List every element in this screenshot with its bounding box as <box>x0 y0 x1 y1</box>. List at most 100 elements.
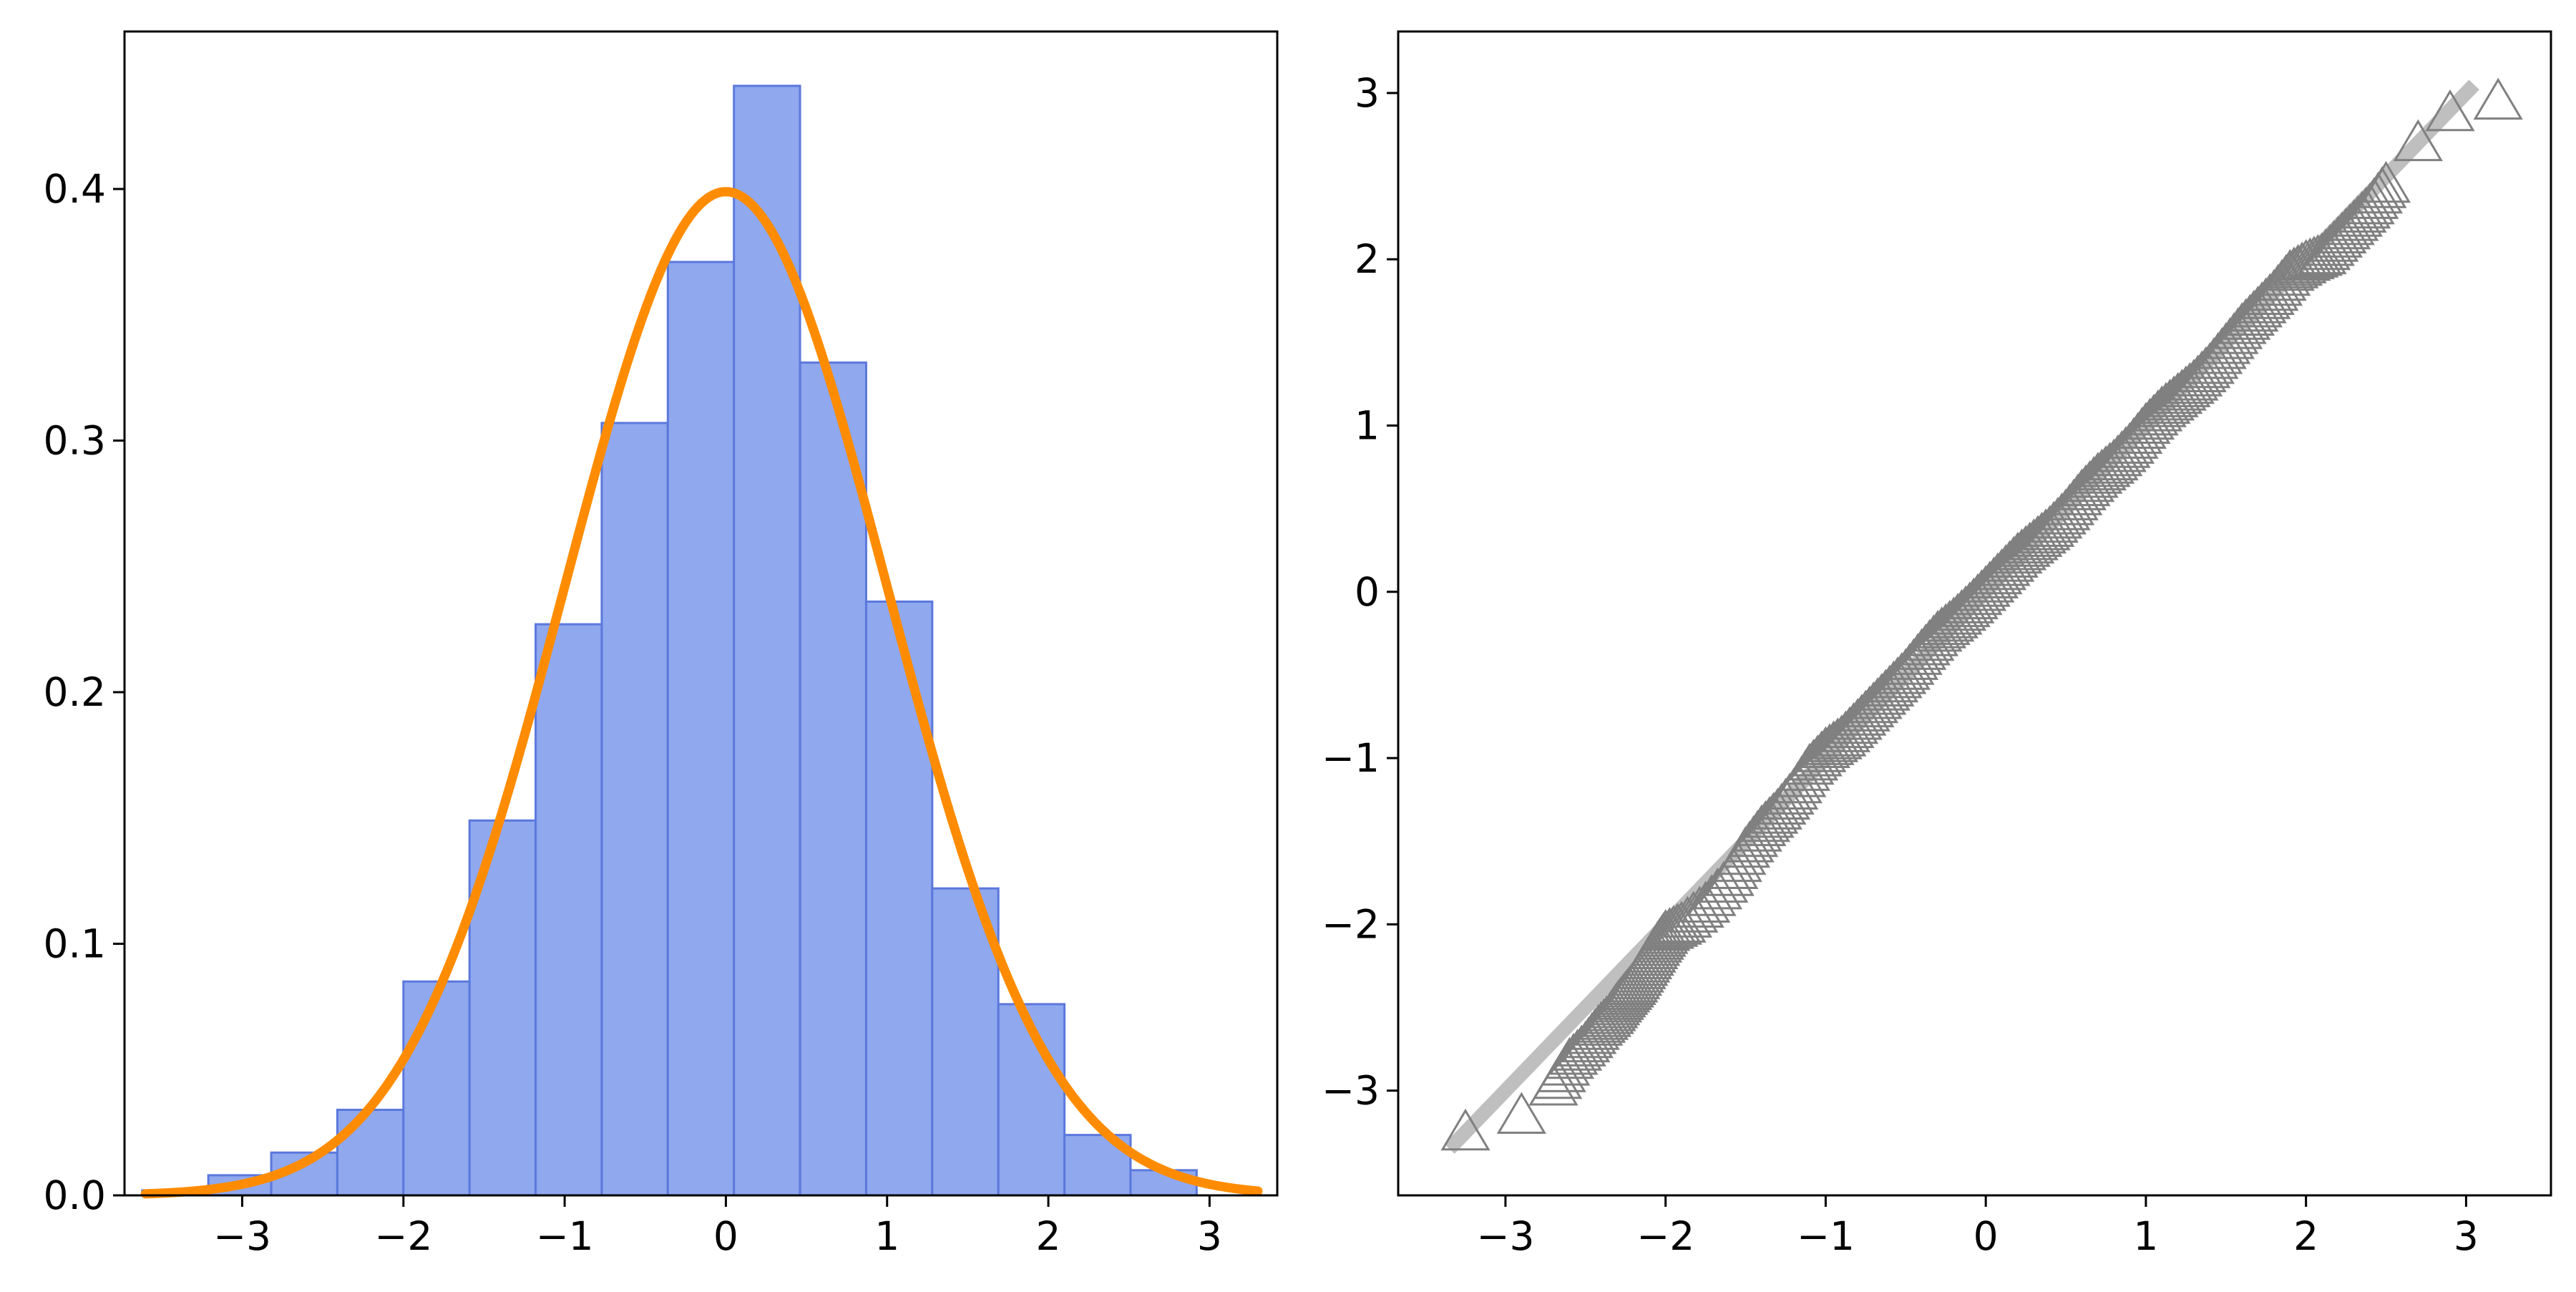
x-tick-label: 1 <box>2133 1213 2158 1259</box>
x-tick-label: 2 <box>2293 1213 2318 1259</box>
qq-point-marker <box>2073 452 2123 494</box>
qq-point-marker <box>1948 577 1999 620</box>
x-tick-label: 3 <box>1197 1213 1222 1259</box>
y-tick-label: 0.3 <box>44 418 106 464</box>
x-tick-label: −1 <box>536 1213 594 1259</box>
qq-point-marker <box>2237 281 2287 324</box>
qq-point-marker <box>2025 505 2075 547</box>
qq-point-marker <box>2329 199 2379 241</box>
qq-point-marker <box>1908 614 1959 656</box>
qq-point-marker <box>2285 237 2335 280</box>
qq-point-marker <box>1860 669 1911 711</box>
qq-point-marker <box>1556 1024 1606 1067</box>
x-tick-label: −2 <box>1636 1213 1694 1259</box>
qq-point-marker <box>2169 359 2219 401</box>
y-tick-label: 0.1 <box>44 921 106 967</box>
qq-axes-frame <box>1397 30 2552 1197</box>
qq-x-ticks: −3 −2 −1 0 1 2 3 <box>1476 1195 2479 1259</box>
qq-point-marker <box>2301 228 2351 271</box>
qq-point-marker <box>1740 800 1791 842</box>
qq-point-marker <box>1833 698 1883 740</box>
qq-y-ticks: −3 −2 −1 0 1 2 3 <box>1322 70 1398 1114</box>
qq-point-marker <box>2172 354 2223 397</box>
qq-point-marker <box>2221 298 2271 340</box>
qq-point-marker <box>1857 673 1907 715</box>
y-tick-label: 0.0 <box>44 1172 106 1218</box>
qq-point-marker <box>2321 207 2371 250</box>
y-tick-label: 1 <box>1355 403 1380 449</box>
x-tick-label: 0 <box>1974 1213 1999 1259</box>
qq-point-marker <box>2309 220 2359 262</box>
histogram-bar <box>336 1108 405 1197</box>
x-tick-label: −2 <box>374 1213 432 1259</box>
qq-point-marker <box>1652 903 1703 945</box>
qq-point-marker <box>1552 1029 1603 1071</box>
qq-point-marker <box>1662 895 1713 938</box>
qq-point-marker <box>1961 565 2011 607</box>
qq-point-marker <box>2229 289 2279 332</box>
y-tick-label: −1 <box>1322 735 1380 781</box>
y-tick-label: −2 <box>1322 901 1380 947</box>
qq-point-marker <box>2317 211 2367 253</box>
qq-point-marker <box>2217 302 2267 344</box>
histogram-bar <box>666 261 736 1197</box>
histogram-x-ticks: −3 −2 −1 0 1 2 3 <box>213 1195 1222 1259</box>
y-tick-label: 2 <box>1355 236 1380 282</box>
histogram-panel: −3 −2 −1 0 1 2 3 0.0 0.1 0.2 0.3 0.4 <box>44 30 1279 1259</box>
qq-point-marker <box>1989 535 2039 578</box>
qq-point-marker <box>1845 685 1895 728</box>
x-tick-label: 3 <box>2454 1213 2479 1259</box>
qq-point-marker <box>2069 456 2119 498</box>
qq-point-marker <box>1440 1108 1491 1151</box>
qq-point-marker <box>1965 560 2015 603</box>
qq-point-marker <box>2133 389 2183 432</box>
x-tick-label: −3 <box>1476 1213 1534 1259</box>
qq-point-marker <box>2333 195 2384 237</box>
qq-point-marker <box>1840 689 1890 732</box>
qq-point-marker <box>1945 581 1995 623</box>
qq-plot-panel: −3 −2 −1 0 1 2 3 −3 −2 −1 0 1 2 3 <box>1322 30 2552 1259</box>
qq-point-marker <box>1853 677 1903 719</box>
x-tick-label: −3 <box>213 1213 271 1259</box>
qq-point-marker <box>2425 89 2475 132</box>
qq-point-marker <box>2277 241 2327 283</box>
qq-point-marker <box>2089 438 2139 481</box>
qq-point-marker <box>1837 694 1887 736</box>
qq-point-marker <box>1916 606 1967 649</box>
qq-point-marker <box>1868 660 1919 703</box>
y-tick-label: 0.2 <box>44 669 106 715</box>
qq-points <box>1440 77 2523 1151</box>
y-tick-label: 0 <box>1355 569 1380 615</box>
x-tick-label: −1 <box>1797 1213 1855 1259</box>
qq-point-marker <box>1848 681 1899 724</box>
qq-point-marker <box>2393 119 2443 162</box>
qq-point-marker <box>1820 710 1871 752</box>
qq-point-marker <box>1825 706 1875 749</box>
qq-point-marker <box>1865 664 1915 706</box>
qq-point-marker <box>2313 215 2363 258</box>
qq-point-marker <box>1548 1033 1599 1075</box>
qq-point-marker <box>1973 552 2023 595</box>
qq-point-marker <box>1956 569 2007 611</box>
qq-point-marker <box>1953 573 2003 616</box>
x-tick-label: 0 <box>713 1213 738 1259</box>
qq-point-marker <box>2009 518 2059 560</box>
qq-point-marker <box>2325 203 2375 246</box>
qq-point-marker <box>1817 714 1867 757</box>
qq-point-marker <box>2005 521 2055 564</box>
histogram-bar <box>931 887 1000 1197</box>
histogram-axes-frame <box>123 30 1279 1197</box>
qq-point-marker <box>1669 890 1719 933</box>
qq-point-marker <box>2153 371 2203 414</box>
y-tick-label: 3 <box>1355 70 1380 116</box>
x-tick-label: 2 <box>1036 1213 1061 1259</box>
histogram-bar <box>402 980 471 1197</box>
qq-point-marker <box>2473 77 2523 120</box>
qq-point-marker <box>2093 434 2143 477</box>
qq-point-marker <box>2297 232 2347 275</box>
qq-point-marker <box>2305 224 2355 266</box>
qq-point-marker <box>1828 701 1879 744</box>
normal-pdf-curve <box>140 187 1263 1199</box>
